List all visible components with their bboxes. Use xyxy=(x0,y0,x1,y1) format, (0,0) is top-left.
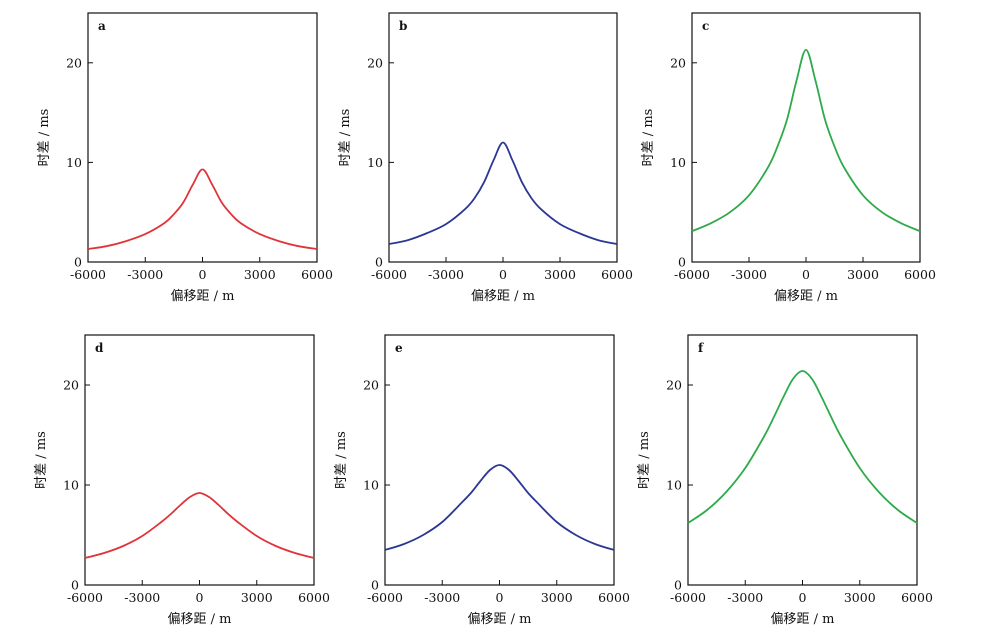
chart-panel-b: b -6000 -3000 0 3000 6000 0 10 20 偏移距 / m 时差 / ms xyxy=(338,12,633,304)
y-axis-label: 时差 / ms xyxy=(37,109,52,167)
x-axis-label: 偏移距 / m xyxy=(771,612,835,627)
x-tick-label: 0 xyxy=(496,590,504,605)
y-tick-label: 0 xyxy=(71,578,79,593)
y-tick-label: 20 xyxy=(666,378,682,393)
y-tick-label: 0 xyxy=(371,578,379,593)
y-tick-label: 10 xyxy=(666,478,682,493)
x-tick-label: -3000 xyxy=(124,590,160,605)
panel-label: d xyxy=(95,341,104,355)
x-tick-label: -6000 xyxy=(674,267,710,282)
y-tick-label: 0 xyxy=(74,255,82,270)
x-tick-label: -3000 xyxy=(727,590,763,605)
y-axis-label: 时差 / ms xyxy=(641,109,656,167)
y-tick-label: 20 xyxy=(363,378,379,393)
x-tick-label: -3000 xyxy=(424,590,460,605)
x-tick-label: 0 xyxy=(799,590,807,605)
x-tick-label: 3000 xyxy=(844,590,876,605)
panel-label: a xyxy=(98,19,106,33)
x-tick-label: 6000 xyxy=(598,590,630,605)
chart-panel-c: c -6000 -3000 0 3000 6000 0 10 20 偏移距 / m 时差 / ms xyxy=(641,12,936,304)
x-axis-label: 偏移距 / m xyxy=(171,289,235,304)
plot-frame xyxy=(388,12,618,263)
x-axis-label: 偏移距 / m xyxy=(468,612,532,627)
panel-label: f xyxy=(698,341,704,355)
y-tick-label: 10 xyxy=(66,155,82,170)
x-axis-label: 偏移距 / m xyxy=(774,289,838,304)
y-tick-label: 20 xyxy=(66,55,82,70)
y-tick-label: 0 xyxy=(674,578,682,593)
y-axis-label: 时差 / ms xyxy=(34,431,49,489)
chart-panel-a: a -6000 -3000 0 3000 6000 0 10 20 偏移距 / m 时差 / ms xyxy=(37,12,333,304)
x-tick-label: 3000 xyxy=(241,590,273,605)
x-tick-label: 0 xyxy=(196,590,204,605)
chart-panel-d: d -6000 -3000 0 3000 6000 0 10 20 偏移距 / m 时差 / ms xyxy=(34,334,330,627)
y-axis-label: 时差 / ms xyxy=(334,431,349,489)
panel-label: b xyxy=(399,19,407,33)
x-tick-label: -6000 xyxy=(67,590,103,605)
y-axis-label: 时差 / ms xyxy=(338,109,353,167)
y-tick-label: 10 xyxy=(63,478,79,493)
x-tick-label: -6000 xyxy=(371,267,407,282)
x-tick-label: 3000 xyxy=(541,590,573,605)
x-tick-label: 0 xyxy=(199,267,207,282)
x-tick-label: 3000 xyxy=(244,267,276,282)
x-tick-label: -6000 xyxy=(670,590,706,605)
x-axis-label: 偏移距 / m xyxy=(471,289,535,304)
x-tick-label: 6000 xyxy=(901,590,933,605)
y-tick-label: 10 xyxy=(670,155,686,170)
series-line xyxy=(691,48,921,232)
x-tick-label: 6000 xyxy=(298,590,330,605)
x-tick-label: 6000 xyxy=(301,267,333,282)
panel-label: e xyxy=(395,341,403,355)
x-tick-label: 6000 xyxy=(601,267,633,282)
x-tick-label: 3000 xyxy=(544,267,576,282)
plot-frame xyxy=(87,12,318,263)
y-tick-label: 0 xyxy=(678,255,686,270)
x-axis-label: 偏移距 / m xyxy=(168,612,232,627)
x-tick-label: 6000 xyxy=(904,267,936,282)
y-axis-label: 时差 / ms xyxy=(637,431,652,489)
plot-frame xyxy=(384,334,615,586)
plot-frame xyxy=(687,334,918,586)
y-tick-label: 20 xyxy=(367,55,383,70)
x-tick-label: -3000 xyxy=(428,267,464,282)
x-tick-label: -6000 xyxy=(367,590,403,605)
x-tick-label: 0 xyxy=(802,267,810,282)
y-tick-label: 20 xyxy=(670,55,686,70)
x-tick-label: 3000 xyxy=(847,267,879,282)
panel-label: c xyxy=(702,19,709,33)
series-line xyxy=(384,464,615,551)
y-tick-label: 20 xyxy=(63,378,79,393)
chart-panel-f: f -6000 -3000 0 3000 6000 0 10 20 偏移距 / m 时差 / ms xyxy=(637,334,933,627)
y-tick-label: 0 xyxy=(375,255,383,270)
y-tick-label: 10 xyxy=(363,478,379,493)
x-tick-label: -3000 xyxy=(731,267,767,282)
x-tick-label: -3000 xyxy=(127,267,163,282)
x-tick-label: -6000 xyxy=(70,267,106,282)
x-tick-label: 0 xyxy=(499,267,507,282)
chart-panel-e: e -6000 -3000 0 3000 6000 0 10 20 偏移距 / m 时差 / ms xyxy=(334,334,630,627)
series-line xyxy=(388,141,618,245)
series-line xyxy=(84,492,315,559)
y-tick-label: 10 xyxy=(367,155,383,170)
series-line xyxy=(87,168,318,250)
series-line xyxy=(687,370,918,524)
